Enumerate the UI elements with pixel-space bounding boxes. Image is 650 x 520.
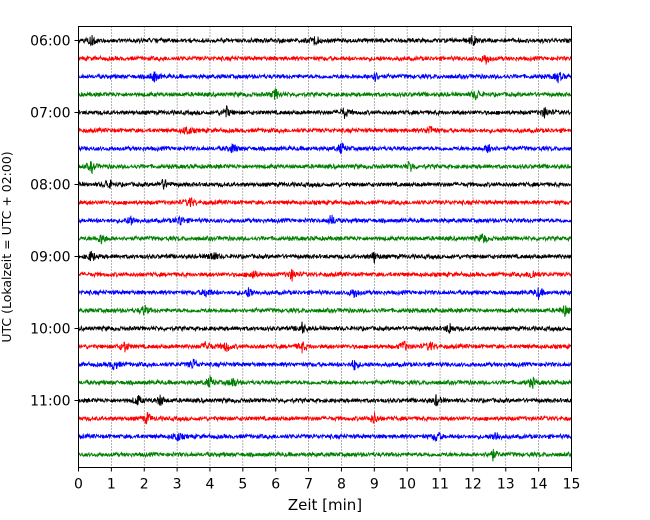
x-tick-label: 6 <box>271 477 280 493</box>
x-tick-label: 1 <box>107 477 116 493</box>
y-axis-ticks: 06:00 07:00 08:00 09:00 10:00 11:00 <box>30 34 79 410</box>
x-tick-label: 8 <box>337 477 346 493</box>
y-tick-label: 06:00 <box>30 34 70 50</box>
x-tick-label: 14 <box>530 477 548 493</box>
trace-0930 <box>78 287 572 300</box>
x-tick-label: 2 <box>140 477 149 493</box>
trace-0700 <box>78 105 572 119</box>
trace-0945 <box>78 304 572 318</box>
x-tick-label: 9 <box>370 477 379 493</box>
y-axis-label: UTC (Lokalzeit = UTC + 02:00) <box>0 151 14 342</box>
x-tick-label: 15 <box>563 477 581 493</box>
trace-0600 <box>78 34 572 47</box>
plot-frame <box>78 26 572 468</box>
trace-1030 <box>78 358 572 371</box>
trace-0745 <box>78 160 572 175</box>
x-tick-label: 10 <box>398 477 416 493</box>
trace-1130 <box>78 431 572 443</box>
trace-1145 <box>78 448 572 462</box>
x-tick-label: 12 <box>464 477 482 493</box>
x-tick-label: 0 <box>74 477 83 493</box>
x-tick-label: 3 <box>173 477 182 493</box>
trace-layer <box>78 34 572 462</box>
y-tick-label: 09:00 <box>30 250 70 266</box>
x-axis-ticks: 0 1 2 3 4 5 6 7 8 9 10 11 12 13 14 15 <box>74 467 581 493</box>
x-tick-label: 5 <box>238 477 247 493</box>
trace-1045 <box>78 375 572 389</box>
x-tick-label: 13 <box>497 477 515 493</box>
trace-0845 <box>78 233 572 245</box>
y-tick-label: 11:00 <box>30 394 70 410</box>
trace-1115 <box>78 411 572 425</box>
trace-0915 <box>78 268 572 282</box>
y-tick-label: 08:00 <box>30 178 70 194</box>
trace-0830 <box>78 214 572 226</box>
trace-1100 <box>78 394 572 407</box>
trace-0900 <box>78 250 572 264</box>
trace-0645 <box>78 88 572 101</box>
trace-0715 <box>78 125 572 135</box>
y-tick-label: 07:00 <box>30 106 70 122</box>
trace-1015 <box>78 340 572 354</box>
trace-0630 <box>78 71 572 84</box>
trace-1000 <box>78 321 572 334</box>
trace-0615 <box>78 54 572 65</box>
trace-0815 <box>78 197 572 208</box>
x-axis-label: Zeit [min] <box>288 496 362 514</box>
x-tick-label: 7 <box>304 477 313 493</box>
x-tick-label: 11 <box>431 477 449 493</box>
trace-0730 <box>78 142 572 155</box>
x-tick-label: 4 <box>206 477 215 493</box>
trace-0800 <box>78 179 572 190</box>
y-tick-label: 10:00 <box>30 322 70 338</box>
